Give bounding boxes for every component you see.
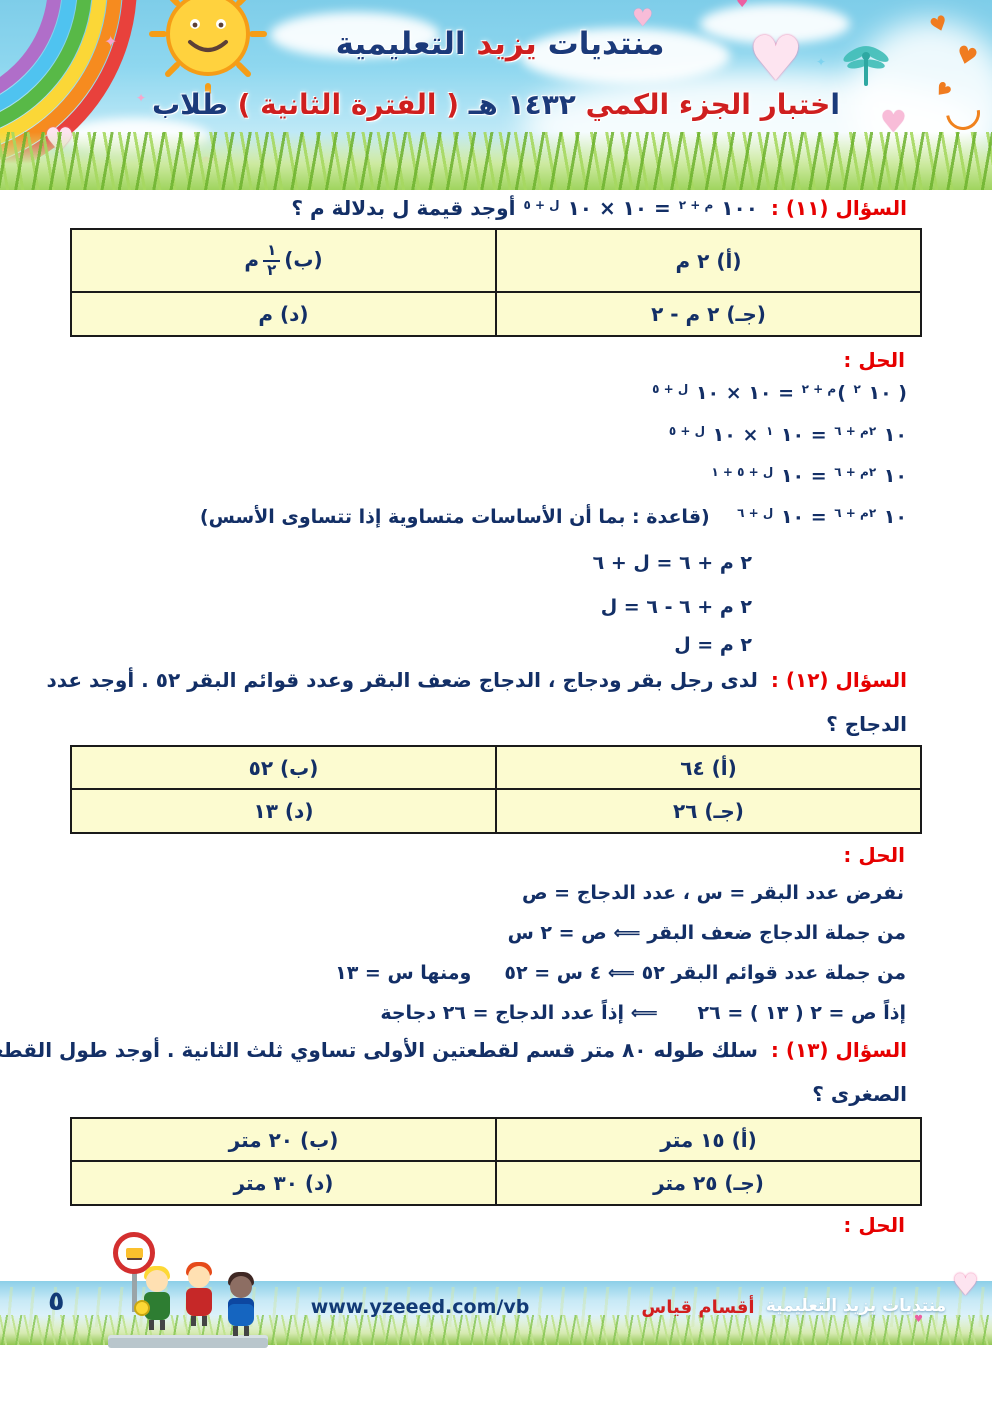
section-name: أقسام قياس: [641, 1297, 755, 1318]
solution-label-q12: الحل :: [843, 843, 905, 867]
solution-line: من جملة الدجاج ضعف البقر ⟸ ص = ٢ س: [507, 922, 906, 944]
q13-option-c: (جـ) ٢٥ متر: [495, 1160, 922, 1206]
kid-legs: [191, 1316, 207, 1326]
q11-option-b: (ب) ١ ٢ م: [70, 228, 497, 293]
math-line: ١٠ ٢م + ٦ = ١٠ ١ × ١٠ ل + ٥: [668, 424, 907, 446]
q11-option-d: (د) م: [70, 291, 497, 337]
math-line: ١٠ ٢م + ٦ = ١٠ ل + ٥ + ١: [711, 465, 907, 487]
kid-head: [230, 1276, 252, 1298]
question-11-formula: ١٠٠ م + ٢ = ١٠ × ١٠ ل + ٥: [523, 196, 758, 220]
q11-option-b-label: (ب): [284, 247, 323, 271]
solution-label-q11: الحل :: [843, 348, 905, 372]
site-url: www.yzeeed.com/vb: [310, 1296, 530, 1318]
q13-option-d: (د) ٣٠ متر: [70, 1160, 497, 1206]
sparkle-icon: [104, 34, 117, 50]
solution-line: من جملة عدد قوائم البقر ٥٢ ⟸ ٤ س = ٥٢ وم…: [335, 962, 906, 984]
kid-figure: [134, 1260, 172, 1332]
heart-icon: [914, 1315, 923, 1325]
page-number: ٥: [48, 1286, 65, 1317]
sidewalk: [108, 1335, 268, 1348]
q11-option-b-tail: م: [244, 247, 260, 271]
footer-band: [0, 1281, 992, 1345]
kid-head: [188, 1266, 210, 1288]
exam-title: اختبار الجزء الكمي ١٤٣٢ هـ ( الفترة الثا…: [0, 88, 992, 121]
q12-option-d: (د) ١٣: [70, 788, 497, 834]
q12-options-table: (أ) ٦٤ (ب) ٥٢ (جـ) ٢٦ (د) ١٣: [70, 745, 922, 834]
bus-icon: [126, 1248, 143, 1258]
question-12-heading-line2: الدجاج ؟: [826, 712, 907, 736]
solution-line: إذاً ص = ٢ ( ١٣ ) = ٢٦ ⟸ إذاً عدد الدجاج…: [380, 1002, 906, 1024]
sign-pole: [132, 1246, 137, 1312]
q13-options-table: (أ) ١٥ متر (ب) ٢٠ متر (جـ) ٢٥ متر (د) ٣٠…: [70, 1117, 922, 1206]
question-13-heading-line2: الصغرى ؟: [812, 1082, 907, 1106]
q11-options-table: (أ) ٢ م (ب) ١ ٢ م (جـ) ٢ م - ٢ (د) م: [70, 228, 922, 337]
exam-title-part: ١٤٣٢ هـ: [459, 88, 576, 121]
q13-option-b: (ب) ٢٠ متر: [70, 1117, 497, 1162]
kid-body: [186, 1288, 212, 1316]
question-11-heading: السؤال (١١) : ١٠٠ م + ٢ = ١٠ × ١٠ ل + ٥ …: [60, 196, 907, 220]
exam-title-part: ( الفترة الثانية ): [227, 88, 460, 121]
question-12-text: لدى رجل بقر ودجاج ، الدجاج ضعف البقر وعد…: [46, 668, 758, 692]
solution-label-q13: الحل :: [843, 1213, 905, 1237]
solution-line: نفرض عدد البقر = س ، عدد الدجاج = ص: [521, 882, 904, 904]
question-12-heading: السؤال (١٢) : لدى رجل بقر ودجاج ، الدجاج…: [47, 668, 907, 692]
heart-icon: [952, 1271, 979, 1301]
kid-head: [146, 1270, 168, 1292]
question-13-text: سلك طوله ٨٠ متر قسم لقطعتين الأولى تساوي…: [0, 1038, 758, 1062]
footer-site-name: منتديات يزيد التعليمية: [765, 1296, 947, 1316]
cloud-shape: [270, 12, 440, 58]
site-title: منتديات يزيد التعليمية: [230, 26, 770, 62]
kid-figure: [184, 1256, 214, 1328]
math-line: ١٠ ٢م + ٦ = ١٠ ل + ٦ (قاعدة : بما أن الأ…: [199, 506, 907, 528]
question-13-heading: السؤال (١٣) : سلك طوله ٨٠ متر قسم لقطعتي…: [0, 1038, 907, 1062]
question-13-label: السؤال (١٣) :: [770, 1038, 907, 1062]
math-line: ٢ م = ل: [674, 634, 752, 656]
q12-option-b: (ب) ٥٢: [70, 745, 497, 790]
site-title-part: يزيد: [465, 26, 537, 62]
dragonfly-icon: [843, 46, 889, 86]
sparkle-icon: [816, 56, 826, 68]
kid-body: [228, 1298, 254, 1326]
kid-legs: [233, 1326, 249, 1336]
sun-icon: [149, 0, 267, 100]
children-illustration: [100, 1232, 275, 1348]
math-line: ( ١٠ ٢ )م + ٢ = ١٠ × ١٠ ل + ٥: [652, 382, 907, 404]
grass-strip: [0, 132, 992, 190]
q12-option-c: (جـ) ٢٦: [495, 788, 922, 834]
site-title-part: منتديات: [536, 26, 665, 62]
kid-bag: [134, 1300, 150, 1316]
exam-title-part: طلاب: [152, 88, 228, 121]
question-11-tail: أوجد قيمة ل بدلالة م ؟: [291, 196, 516, 220]
exam-title-part: ختبار الجزء الكمي: [575, 88, 831, 121]
header-banner: منتديات يزيد التعليمية اختبار الجزء الكم…: [0, 0, 992, 190]
math-line: ٢ م + ٦ = ل + ٦: [592, 552, 752, 574]
question-12-label: السؤال (١٢) :: [770, 668, 907, 692]
kid-legs: [149, 1320, 165, 1330]
question-11-label: السؤال (١١) :: [770, 196, 907, 220]
q11-option-a: (أ) ٢ م: [495, 228, 922, 293]
exam-title-part: ا: [830, 88, 840, 121]
q11-option-c: (جـ) ٢ م - ٢: [495, 291, 922, 337]
site-title-part: التعليمية: [335, 26, 466, 62]
q13-option-a: (أ) ١٥ متر: [495, 1117, 922, 1162]
q12-option-a: (أ) ٦٤: [495, 745, 922, 790]
kid-figure: [226, 1266, 256, 1338]
math-line: ٢ م + ٦ - ٦ = ل: [600, 596, 752, 618]
heart-icon: [736, 0, 749, 10]
